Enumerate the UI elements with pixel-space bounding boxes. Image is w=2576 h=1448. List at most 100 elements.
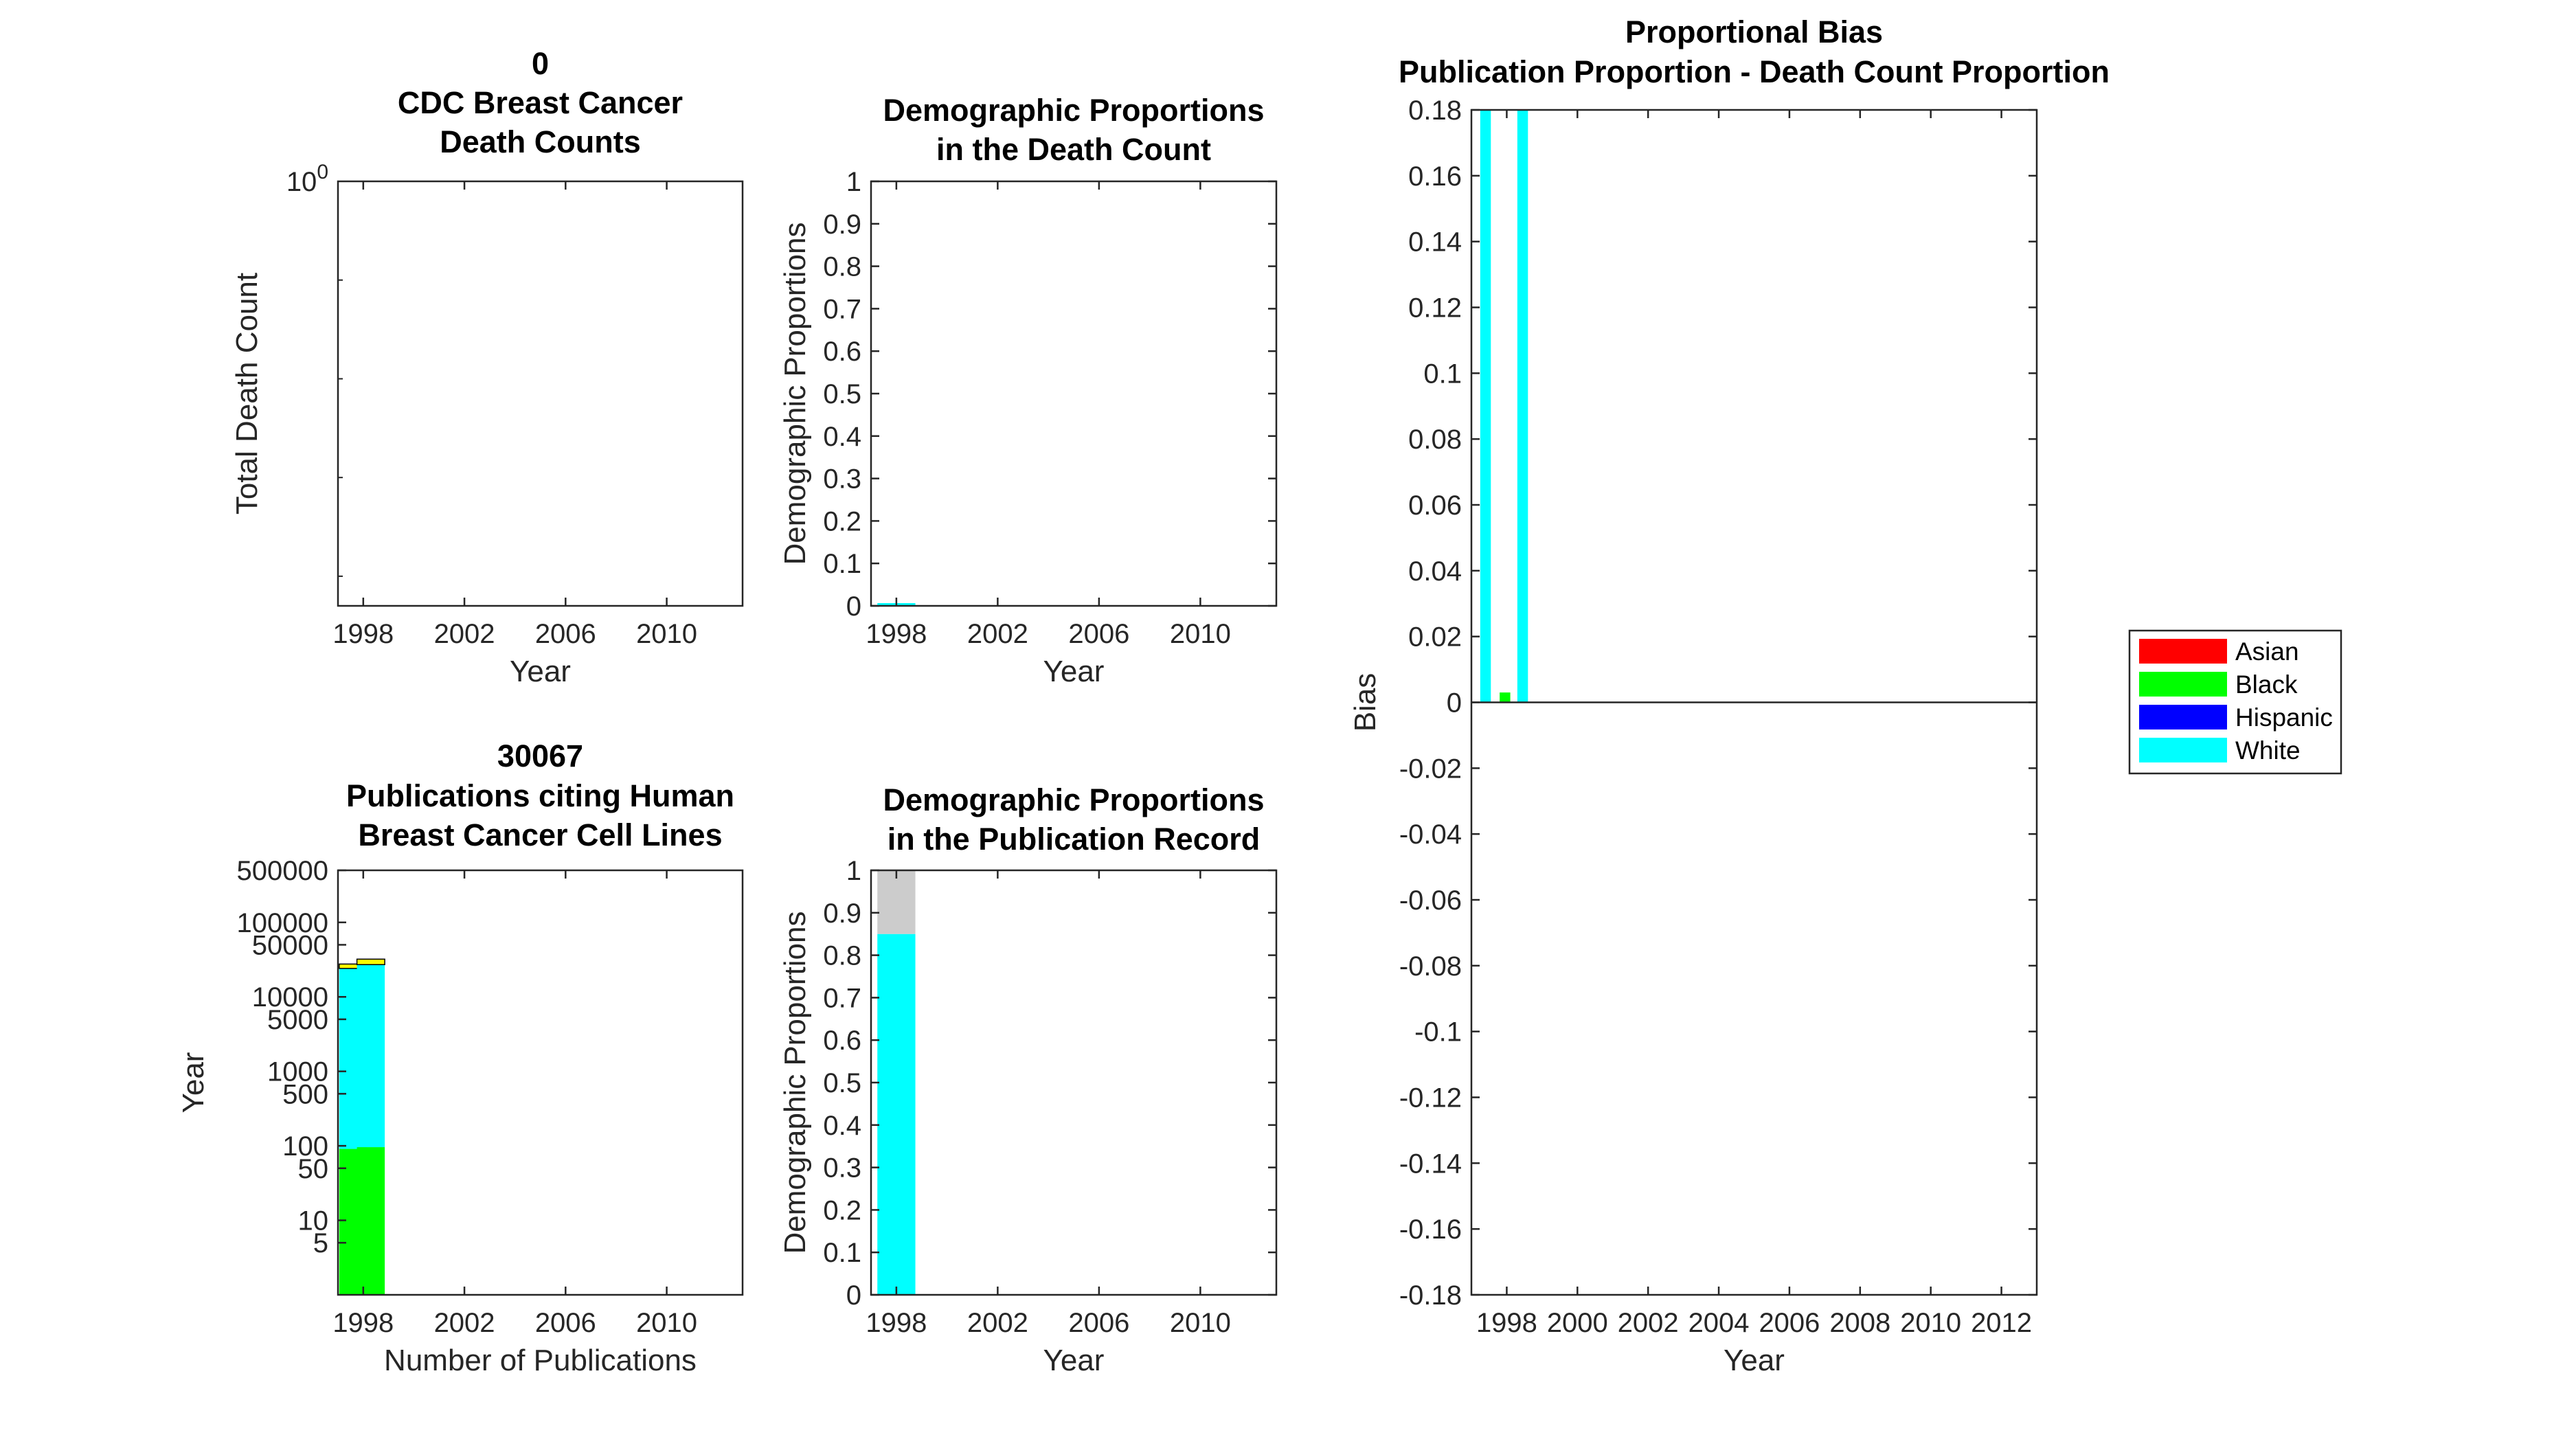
y-tick-label: 0.3 <box>823 464 861 495</box>
y-tick-label: -0.14 <box>1399 1149 1462 1179</box>
y-tick-label: -0.08 <box>1399 951 1462 982</box>
y-tick-label: 0.02 <box>1408 622 1462 653</box>
bar-segment-unknown <box>877 870 916 934</box>
axes-box <box>870 180 1278 607</box>
x-axis-label: Year <box>1043 655 1105 688</box>
x-tick-label: 1998 <box>1476 1308 1537 1338</box>
y-tick-label: 1000 <box>267 1057 328 1087</box>
chart-title: Demographic Proportions <box>883 93 1264 128</box>
y-axis-label: Total Death Count <box>230 273 264 514</box>
y-tick-label: 100 <box>282 1131 328 1162</box>
legend-swatch-asian <box>2139 639 2227 664</box>
y-tick-label: 0.2 <box>823 1195 861 1225</box>
y-tick-label: 0.2 <box>823 506 861 536</box>
y-tick-label: 0.14 <box>1408 227 1462 258</box>
x-tick-label: 2002 <box>434 619 495 649</box>
y-tick-label: -0.02 <box>1399 754 1462 784</box>
x-tick-label: 2004 <box>1688 1308 1750 1338</box>
bar-segment-black <box>357 1147 385 1295</box>
chart-title: in the Publication Record <box>888 822 1261 857</box>
y-tick-label: 0.5 <box>823 379 861 409</box>
y-tick-label: 0.4 <box>823 422 861 452</box>
chart-title: Breast Cancer Cell Lines <box>358 817 722 852</box>
y-tick-label: 0.1 <box>1423 359 1462 389</box>
x-tick-label: 2010 <box>636 619 697 649</box>
y-tick-label: 100000 <box>237 908 328 938</box>
y-tick-label: 5000 <box>267 1005 328 1035</box>
y-tick-label: 0.04 <box>1408 556 1462 587</box>
legend: Asian Black Hispanic White <box>2128 629 2342 775</box>
axes-box <box>1470 109 2038 1296</box>
x-axis-label: Year <box>1724 1344 1785 1377</box>
y-tick-label: 0.12 <box>1408 293 1462 324</box>
y-axis-label: Demographic Proportions <box>778 912 812 1254</box>
x-tick-label: 1998 <box>332 1308 394 1338</box>
legend-label-hispanic: Hispanic <box>2235 703 2333 732</box>
chart-title: Proportional Bias <box>1625 14 1883 49</box>
x-axis-label: Number of Publications <box>384 1344 697 1377</box>
x-tick-label: 2002 <box>967 619 1028 649</box>
chart-title: Publications citing Human <box>346 778 734 813</box>
x-tick-label: 1998 <box>332 619 394 649</box>
bar-segment-other <box>356 958 385 966</box>
chart-publication-proportions: 0 0.1 0.2 0.3 0.4 0.5 0.6 0.7 0.8 0.9 1 Demographic… <box>778 782 1278 1377</box>
x-tick-label: 1998 <box>866 1308 927 1338</box>
chart-title: 30067 <box>497 738 583 773</box>
y-tick-label: 0.3 <box>823 1153 861 1184</box>
legend-swatch-hispanic <box>2139 705 2227 729</box>
y-tick-label: -0.16 <box>1399 1214 1462 1245</box>
chart-proportional-bias: -0.18 -0.16 -0.14 -0.12 -0.1 -0.08 -0.06 -0.04 -… <box>1348 14 2342 1377</box>
x-axis-label: Year <box>1043 1344 1105 1377</box>
y-tick-label: 0.8 <box>823 941 861 971</box>
chart-title: in the Death Count <box>936 132 1211 167</box>
y-tick-label: 0.7 <box>823 983 861 1013</box>
y-tick-label: 0.16 <box>1408 161 1462 192</box>
x-tick-label: 2006 <box>1759 1308 1820 1338</box>
x-tick-label: 2010 <box>636 1308 697 1338</box>
y-tick-label: 10 <box>298 1206 329 1236</box>
x-tick-label: 2002 <box>967 1308 1028 1338</box>
chart-title: Publication Proportion - Death Count Pro… <box>1399 54 2110 89</box>
y-tick-label: 0.4 <box>823 1111 861 1141</box>
bar-white <box>1480 110 1491 703</box>
x-tick-label: 2012 <box>1971 1308 2032 1338</box>
y-axis-label: Bias <box>1348 673 1382 732</box>
bar-segment-white <box>877 934 916 1295</box>
y-tick-label: 0.1 <box>823 1238 861 1268</box>
x-tick-label: 2006 <box>535 619 596 649</box>
y-tick-label: 500000 <box>237 856 328 886</box>
x-axis-label: Year <box>510 655 571 688</box>
y-tick-label: 0.9 <box>823 898 861 929</box>
y-tick-label: 0 <box>846 1280 861 1311</box>
y-tick-label: 0 <box>1447 688 1462 719</box>
chart-title: 0 <box>532 46 549 81</box>
y-tick-label: -0.18 <box>1399 1280 1462 1311</box>
x-tick-label: 1998 <box>866 619 927 649</box>
legend-swatch-black <box>2139 672 2227 697</box>
y-tick-label: 0.6 <box>823 1026 861 1056</box>
chart-title: CDC Breast Cancer <box>398 85 683 120</box>
legend-label-white: White <box>2235 736 2301 765</box>
y-tick-label: -0.04 <box>1399 819 1462 850</box>
y-tick-label: 0.8 <box>823 252 861 282</box>
y-tick-label: 0.08 <box>1408 425 1462 455</box>
y-tick-label: 500 <box>282 1079 328 1109</box>
y-tick-label: 0.6 <box>823 337 861 367</box>
y-tick-label: 1 <box>846 856 861 886</box>
y-tick-label: 50000 <box>252 930 328 960</box>
y-tick-label: 0.06 <box>1408 490 1462 521</box>
x-tick-label: 2006 <box>1068 619 1129 649</box>
chart-title: Death Counts <box>440 124 641 159</box>
y-tick-label: 0.1 <box>823 549 861 579</box>
y-tick-label: 0.7 <box>823 294 861 324</box>
y-tick-label: 100 <box>286 161 328 197</box>
x-tick-label: 2006 <box>1068 1308 1129 1338</box>
bar-black <box>1500 692 1511 703</box>
legend-label-black: Black <box>2235 670 2298 699</box>
axes-box <box>337 180 744 607</box>
chart-death-counts: 0 CDC Breast Cancer Death Counts 1998 2002 20… <box>230 46 744 688</box>
x-tick-label: 2006 <box>535 1308 596 1338</box>
y-axis-label: Demographic Proportions <box>778 223 812 565</box>
x-tick-label: 2000 <box>1547 1308 1608 1338</box>
